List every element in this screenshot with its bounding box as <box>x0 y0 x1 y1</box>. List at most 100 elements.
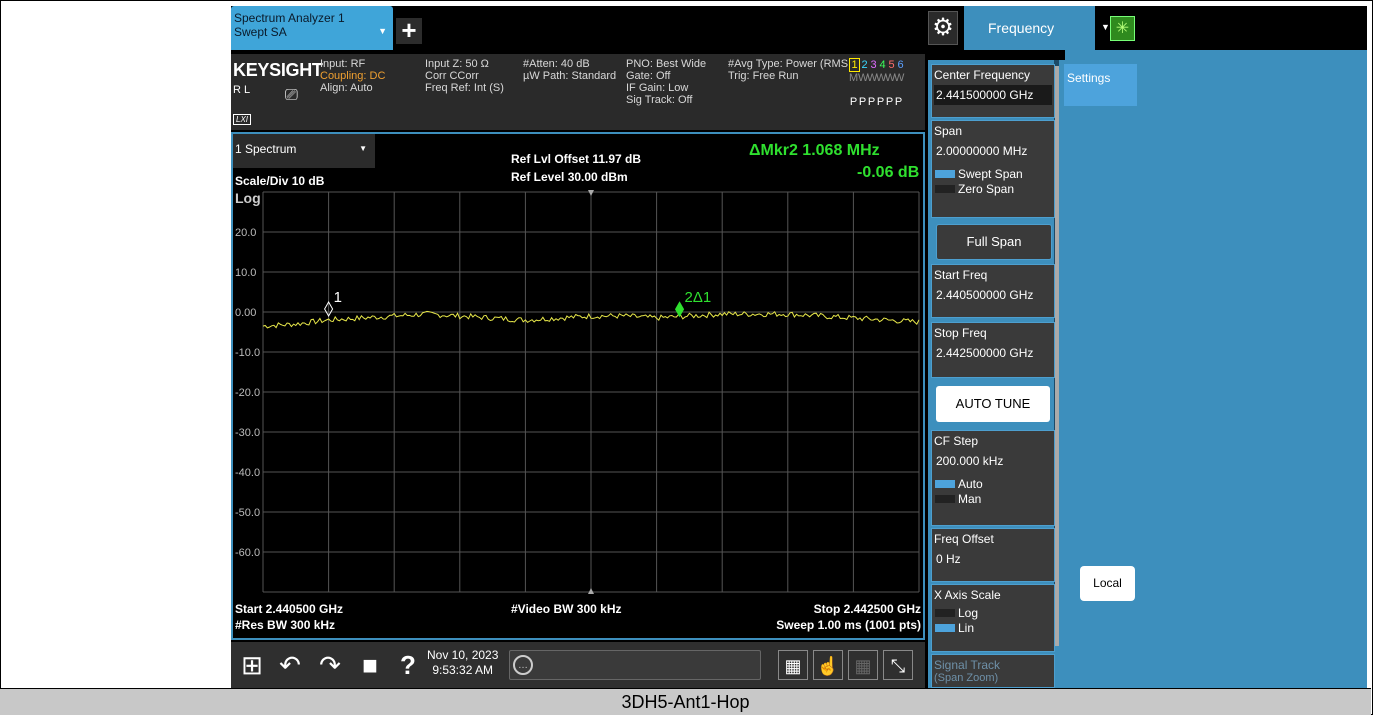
avg-trig-settings[interactable]: #Avg Type: Power (RMS) Trig: Free Run <box>728 58 848 82</box>
trace-detector: P <box>867 96 876 108</box>
uw-path: µW Path: Standard <box>523 70 617 82</box>
softkey-panel: Center Frequency 2.441500000 GHz Span 2.… <box>928 60 1065 688</box>
cf-step-key[interactable]: CF Step 200.000 kHz Auto Man <box>931 430 1055 526</box>
start-freq-value[interactable]: 2.440500000 GHz <box>936 288 1034 302</box>
y-tick-label: -10.0 <box>235 347 260 359</box>
stop-freq-value[interactable]: 2.442500000 GHz <box>936 346 1034 360</box>
start-freq-key[interactable]: Start Freq 2.440500000 GHz <box>931 264 1055 318</box>
chevron-down-icon: ▼ <box>378 26 387 36</box>
undo-icon[interactable]: ↶ <box>279 650 301 680</box>
cf-step-value[interactable]: 200.000 kHz <box>936 454 1004 468</box>
center-frequency-key[interactable]: Center Frequency 2.441500000 GHz <box>931 64 1055 118</box>
softkey-scrollbar[interactable] <box>1055 66 1059 646</box>
x-axis-scale-title: X Axis Scale <box>934 588 1001 602</box>
span-value[interactable]: 2.00000000 MHz <box>936 144 1028 158</box>
rl-indicator: R L <box>233 84 251 96</box>
analyzer-screen: Spectrum Analyzer 1 Swept SA ▼ + ⚙ Frequ… <box>231 6 1367 688</box>
ref-level: Ref Level 30.00 dBm <box>511 170 628 184</box>
trace-detector: P <box>858 96 867 108</box>
spectrum-plot: 20.0 10.0 0.00 -10.0 -20.0 -30.0 -40.0 -50.0 -60… <box>235 190 920 594</box>
tab-spectrum-analyzer-1[interactable]: Spectrum Analyzer 1 Swept SA ▼ <box>231 6 393 50</box>
freq-offset-value[interactable]: 0 Hz <box>936 552 961 566</box>
redo-icon[interactable]: ↷ <box>319 650 341 680</box>
spectrum-window[interactable]: 20.0 10.0 0.00 -10.0 -20.0 -30.0 -40.0 -50.0 -60… <box>231 132 925 640</box>
trace-number: 5 <box>888 59 895 71</box>
touch-icon[interactable]: ☝ <box>813 650 843 680</box>
trace-type: M <box>849 72 859 84</box>
trace-type: W <box>858 72 869 84</box>
sig-track: Sig Track: Off <box>626 94 693 106</box>
pno: PNO: Best Wide <box>626 58 707 70</box>
file-icon[interactable]: ■ <box>362 650 378 680</box>
span-zoom-label: (Span Zoom) <box>934 672 999 684</box>
y-tick-label: -20.0 <box>235 387 260 399</box>
y-tick-label: 0.00 <box>235 307 256 319</box>
message-icon: … <box>513 655 533 675</box>
zero-span-option[interactable]: Zero Span <box>932 182 1054 197</box>
freq-offset-key[interactable]: Freq Offset 0 Hz <box>931 528 1055 582</box>
layout-icon[interactable]: ▦ <box>778 650 808 680</box>
y-tick-label: 20.0 <box>235 227 256 239</box>
message-bar[interactable]: … <box>509 650 761 680</box>
swept-span-option[interactable]: Swept Span <box>932 167 1054 182</box>
trace-number: 3 <box>870 59 877 71</box>
full-span-button[interactable]: Full Span <box>936 224 1052 260</box>
marker-diamond-2 <box>674 301 685 318</box>
fullscreen-icon[interactable]: ⤡ <box>883 650 913 680</box>
attenuation-settings[interactable]: #Atten: 40 dB µW Path: Standard <box>523 58 616 82</box>
pno-settings[interactable]: PNO: Best Wide Gate: Off IF Gain: Low Si… <box>626 58 706 106</box>
stop-freq-key[interactable]: Stop Freq 2.442500000 GHz <box>931 322 1055 378</box>
log-label: Log <box>235 190 261 206</box>
frequency-menu-button[interactable]: Frequency <box>964 6 1095 50</box>
gear-icon[interactable]: ⚙ <box>928 11 958 45</box>
corr: Corr CCorr <box>425 70 479 82</box>
x-axis-log-option[interactable]: Log <box>932 606 1054 621</box>
trace-type: W <box>885 72 896 84</box>
input-settings[interactable]: Input: RF Coupling: DC Align: Auto <box>320 58 385 94</box>
figure-caption: 3DH5-Ant1-Hop <box>0 688 1371 715</box>
y-tick-label: -60.0 <box>235 547 260 559</box>
grid-icon[interactable]: ▦ <box>848 650 878 680</box>
sweep-label: Sweep 1.00 ms (1001 pts) <box>776 618 921 632</box>
center-bottom-marker <box>588 588 594 594</box>
settings-tab[interactable]: Settings <box>1064 64 1137 106</box>
trace-type: W <box>876 72 887 84</box>
date: Nov 10, 2023 <box>427 648 499 662</box>
impedance-settings[interactable]: Input Z: 50 Ω Corr CCorr Freq Ref: Int (… <box>425 58 504 94</box>
y-tick-label: -50.0 <box>235 507 260 519</box>
gate: Gate: Off <box>626 70 671 82</box>
trace-number: 2 <box>861 59 868 71</box>
date-time: Nov 10, 2023 9:53:32 AM <box>427 648 498 678</box>
trace-detector: P <box>876 96 885 108</box>
y-tick-label: -40.0 <box>235 467 260 479</box>
cf-step-man-option[interactable]: Man <box>932 492 1054 507</box>
x-axis-lin-option[interactable]: Lin <box>932 621 1054 636</box>
windows-icon[interactable]: ⊞ <box>241 650 263 680</box>
input-z: Input Z: 50 Ω <box>425 58 489 70</box>
signal-track-key[interactable]: Signal Track (Span Zoom) <box>931 654 1055 688</box>
marker-delta-value: -0.06 dB <box>857 164 920 181</box>
marker-label-1: 1 <box>334 289 342 306</box>
ref-level-offset: Ref Lvl Offset 11.97 dB <box>511 152 642 166</box>
align-auto: Align: Auto <box>320 82 373 94</box>
trace-number: 4 <box>879 59 886 71</box>
chevron-down-icon[interactable]: ▼ <box>1101 22 1110 32</box>
auto-tune-button[interactable]: AUTO TUNE <box>936 386 1050 422</box>
marker-label-2: 2Δ1 <box>685 289 712 306</box>
add-screen-button[interactable]: + <box>396 17 422 44</box>
trace-type: W <box>867 72 878 84</box>
cf-step-auto-option[interactable]: Auto <box>932 477 1054 492</box>
local-button[interactable]: Local <box>1080 566 1135 601</box>
window-selector[interactable]: 1 Spectrum ▼ <box>233 134 375 168</box>
center-top-marker <box>588 190 594 196</box>
settings-info-bar: KEYSIGHT R L ⎚ LXI Input: RF Coupling: D… <box>231 54 925 130</box>
center-freq-value[interactable]: 2.441500000 GHz <box>934 85 1052 105</box>
frequency-menu-label: Frequency <box>988 20 1055 36</box>
video-bw-label: #Video BW 300 kHz <box>511 602 622 616</box>
marker-delta-freq: ΔMkr2 1.068 MHz <box>749 142 880 159</box>
x-axis-scale-key[interactable]: X Axis Scale Log Lin <box>931 584 1055 652</box>
help-icon[interactable]: ? <box>400 650 416 680</box>
span-key[interactable]: Span 2.00000000 MHz Swept Span Zero Span <box>931 120 1055 218</box>
remote-display-icon[interactable]: ⎚ <box>285 87 298 104</box>
